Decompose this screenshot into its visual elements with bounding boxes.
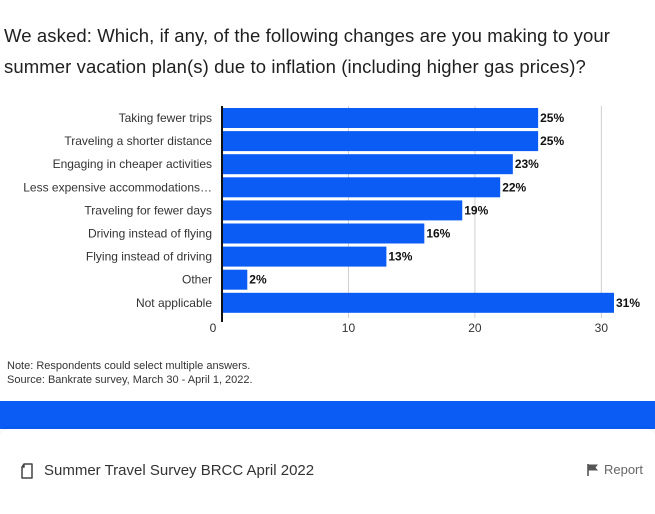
bar	[222, 154, 513, 175]
value-label: 23%	[515, 157, 539, 171]
chart-title-line-2: summer vacation plan(s) due to inflation…	[4, 56, 586, 77]
x-tick-label: 0	[210, 321, 217, 335]
x-tick-label: 10	[342, 321, 356, 335]
x-tick-label: 20	[468, 321, 482, 335]
chart-title: We asked: Which, if any, of the followin…	[4, 20, 649, 82]
category-label: Engaging in cheaper activities	[53, 157, 212, 171]
x-tick-label: 30	[595, 321, 609, 335]
category-labels: Taking fewer trips Traveling a shorter di…	[23, 111, 212, 310]
category-label: Less expensive accommodations…	[23, 180, 212, 194]
bars	[222, 108, 614, 313]
chart-title-line-1: We asked: Which, if any, of the followin…	[4, 25, 611, 46]
value-label: 2%	[249, 273, 267, 287]
accent-band	[0, 401, 655, 429]
value-labels: 25%25%23%22%19%16%13%2%31%	[249, 111, 640, 310]
category-label: Not applicable	[136, 296, 212, 310]
x-axis-ticks: 0 10 20 30	[210, 321, 609, 335]
category-label: Flying instead of driving	[86, 250, 212, 264]
category-label: Taking fewer trips	[119, 111, 212, 125]
bar	[222, 292, 614, 313]
value-label: 31%	[616, 296, 640, 310]
document-icon	[21, 463, 33, 479]
flag-icon	[587, 463, 598, 476]
value-label: 13%	[388, 250, 412, 264]
category-label: Driving instead of flying	[88, 227, 212, 241]
report-button[interactable]: Report	[586, 462, 643, 477]
report-label: Report	[603, 462, 643, 477]
bar	[222, 246, 387, 267]
value-label: 25%	[540, 134, 564, 148]
bar	[222, 269, 248, 290]
bar	[222, 131, 539, 152]
bar	[222, 108, 539, 128]
embed-footer: Summer Travel Survey BRCC April 2022 Rep…	[0, 429, 655, 514]
category-label: Traveling a shorter distance	[64, 134, 212, 148]
bar-chart: Taking fewer trips Traveling a shorter di…	[23, 106, 640, 335]
note-text: Note: Respondents could select multiple …	[7, 360, 251, 372]
document-title[interactable]: Summer Travel Survey BRCC April 2022	[44, 462, 315, 479]
source-text: Source: Bankrate survey, March 30 - Apri…	[7, 374, 253, 386]
chart-notes: Note: Respondents could select multiple …	[7, 359, 253, 387]
value-label: 25%	[540, 111, 564, 125]
category-label: Traveling for fewer days	[84, 203, 212, 217]
bar	[222, 200, 463, 221]
value-label: 16%	[426, 227, 450, 241]
value-label: 19%	[464, 203, 488, 217]
category-label: Other	[182, 273, 212, 287]
value-label: 22%	[502, 180, 526, 194]
bar	[222, 177, 501, 198]
bar	[222, 223, 425, 244]
